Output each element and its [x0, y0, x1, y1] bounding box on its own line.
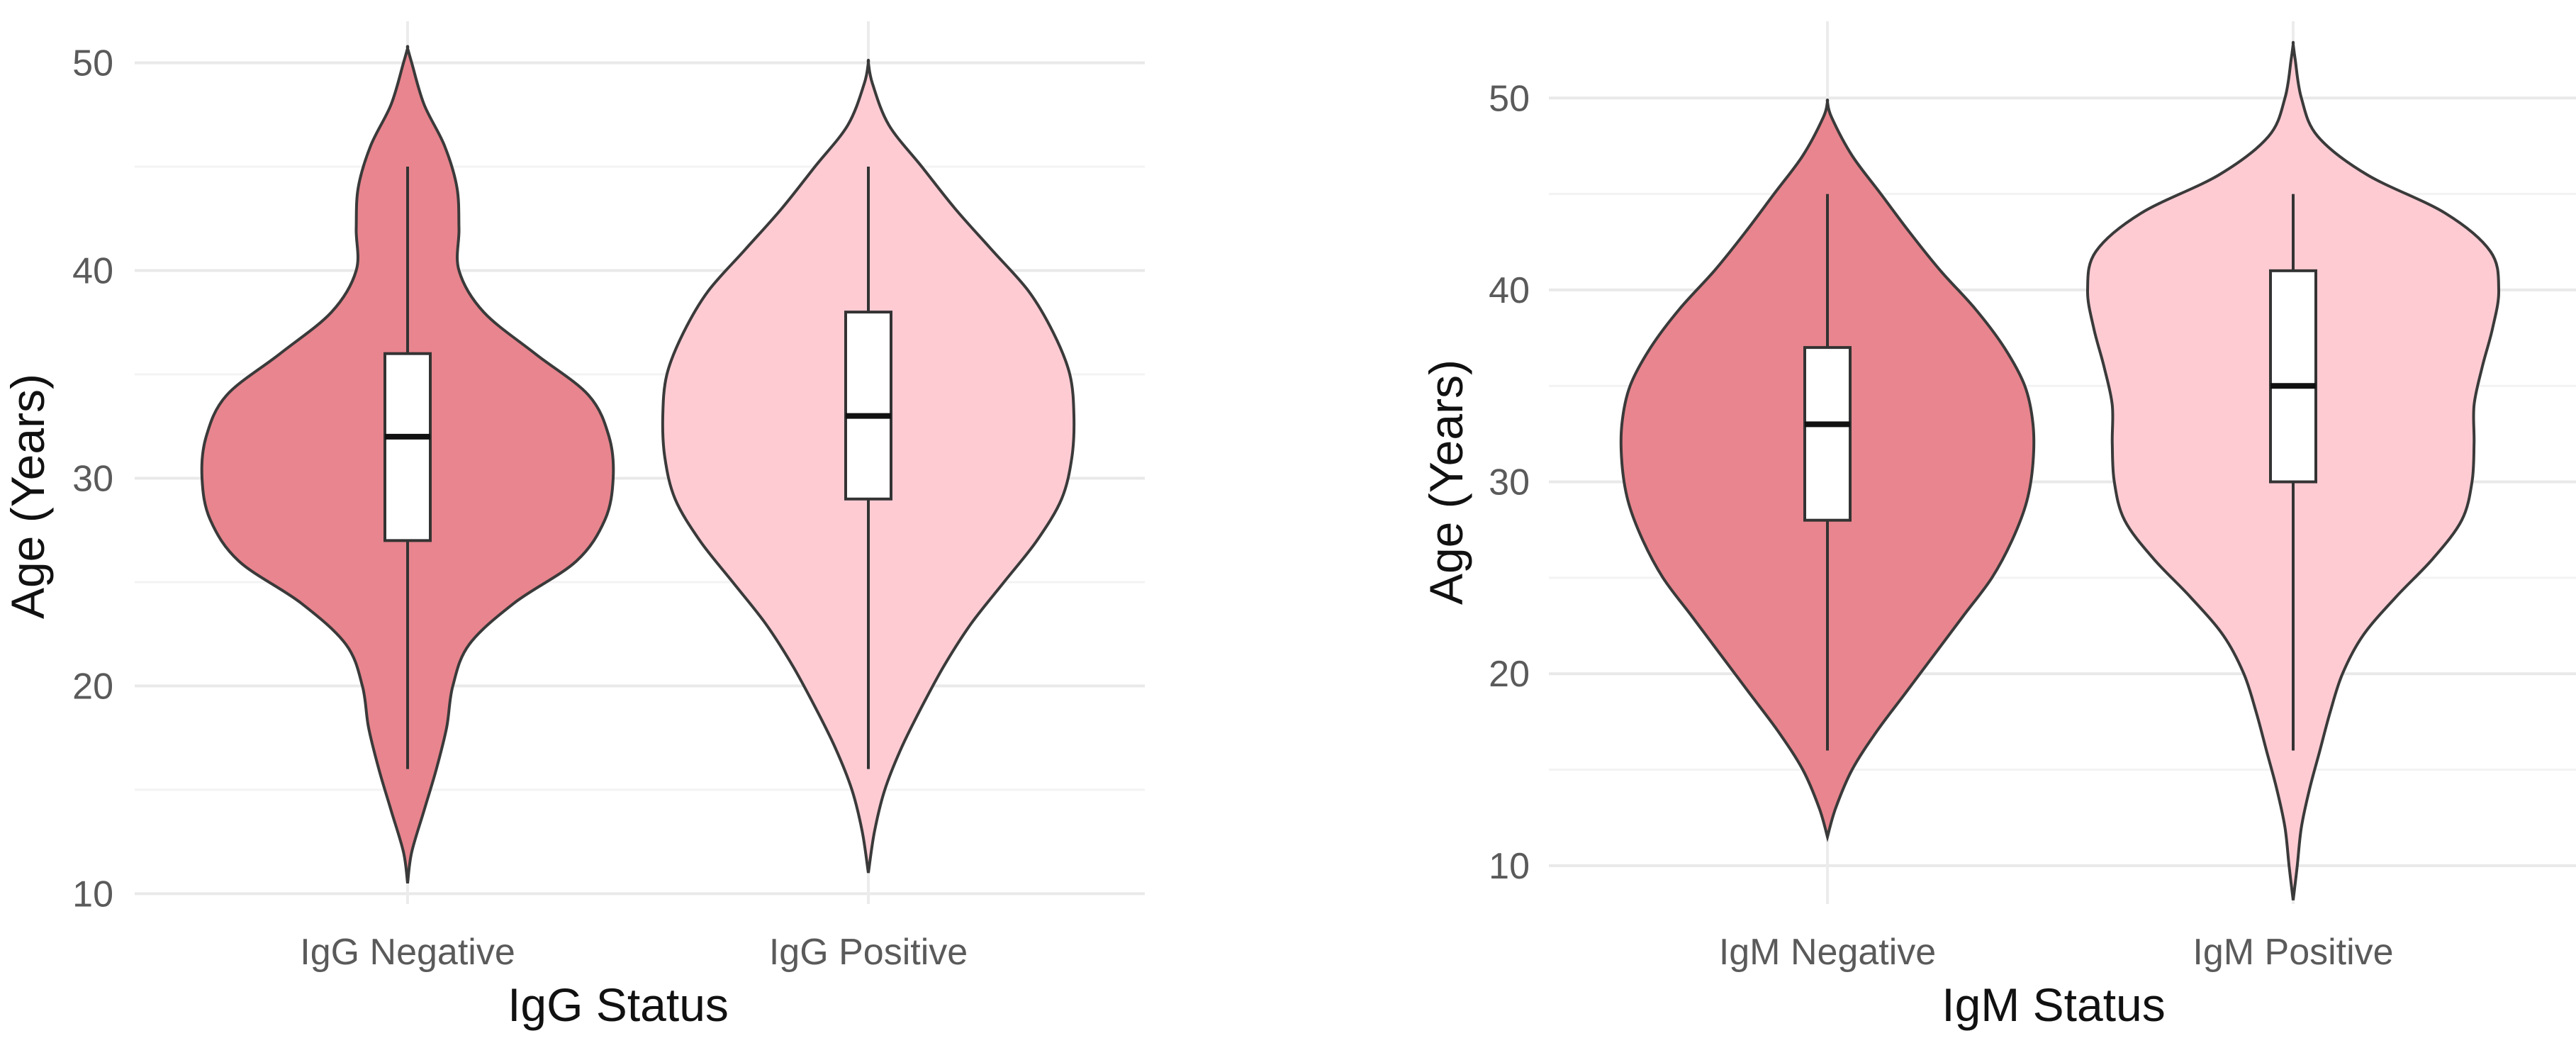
- igm-x-tick-labels: IgM Negative IgM Positive: [1719, 932, 2394, 973]
- y-tick-label: 40: [72, 251, 113, 292]
- y-tick-label: 40: [1489, 270, 1530, 311]
- x-tick-label: IgM Negative: [1719, 932, 1936, 973]
- igm-y-tick-labels: 10 20 30 40 50: [1489, 78, 1530, 887]
- y-tick-label: 10: [72, 874, 113, 915]
- y-tick-label: 20: [72, 666, 113, 707]
- y-tick-label: 10: [1489, 846, 1530, 887]
- igm-violins: [1619, 40, 2501, 900]
- y-tick-label: 50: [72, 43, 113, 84]
- igm-y-axis-title: Age (Years): [1420, 359, 1472, 605]
- box: [2269, 269, 2317, 484]
- igg-y-axis-title: Age (Years): [1, 374, 54, 619]
- y-tick-label: 50: [1489, 78, 1530, 119]
- box: [844, 311, 892, 501]
- x-tick-label: IgM Positive: [2193, 932, 2393, 973]
- panel-igm: 10 20 30 40 50 IgM Negative IgM Positive IgM …: [1420, 21, 2576, 1031]
- y-tick-label: 30: [72, 458, 113, 499]
- y-tick-label: 30: [1489, 462, 1530, 503]
- panel-igg: 10 20 30 40 50 IgG Negative IgG Positive IgG …: [1, 21, 1145, 1031]
- y-tick-label: 20: [1489, 654, 1530, 695]
- x-tick-label: IgG Negative: [300, 932, 515, 973]
- igg-y-tick-labels: 10 20 30 40 50: [72, 43, 113, 915]
- igm-x-axis-title: IgM Status: [1942, 978, 2165, 1031]
- box: [383, 352, 432, 542]
- x-tick-label: IgG Positive: [769, 932, 968, 973]
- igg-violins: [200, 45, 1076, 883]
- igg-x-tick-labels: IgG Negative IgG Positive: [300, 932, 968, 973]
- igg-x-axis-title: IgG Status: [508, 978, 729, 1031]
- box: [1803, 346, 1852, 522]
